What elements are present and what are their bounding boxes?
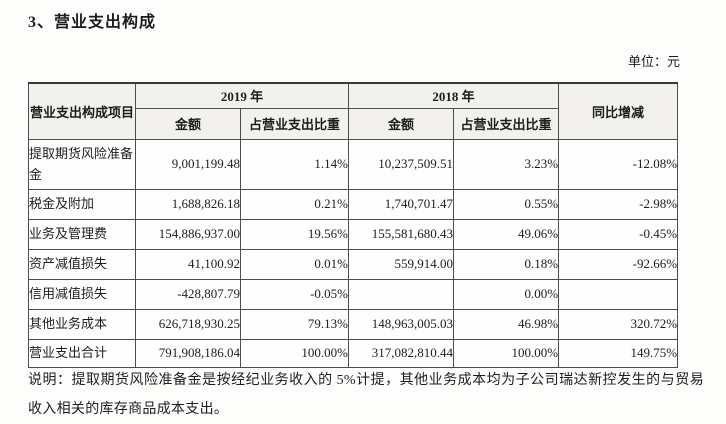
amount-2019-cell: 41,100.92 [135,248,241,280]
amount-2018-cell: 10,237,509.51 [348,138,455,190]
col-header-year-2019: 2019 年 [134,82,350,109]
amount-2018-cell: 559,914.00 [348,248,455,280]
col-header-amount-2019: 金额 [135,107,241,140]
amount-2018-cell: 317,082,810.44 [348,338,455,368]
col-header-ratio-2018: 占营业支出比重 [453,107,560,140]
col-header-amount-2018: 金额 [348,107,455,140]
explanatory-note: 说明：提取期货风险准备金是按经纪业务收入的 5%计提，其他业务成本均为子公司瑞达… [28,373,704,417]
amount-2019-cell: 791,908,186.04 [135,338,241,368]
ratio-2019-cell: -0.05% [239,278,350,310]
ratio-2019-cell: 19.56% [239,218,350,250]
yoy-cell: 320.72% [558,308,679,340]
col-header-item: 营业支出构成项目 [28,82,136,140]
header-row-metrics: 金额 占营业支出比重 金额 占营业支出比重 [29,107,678,140]
row-label: 信用减值损失 [28,278,136,310]
row-label: 营业支出合计 [28,338,136,368]
table-row: 信用减值损失 -428,807.79 -0.05% 0.00% [28,278,679,310]
ratio-2018-cell: 0.00% [453,278,560,310]
table-row: 业务及管理费 154,886,937.00 19.56% 155,581,680… [28,218,679,250]
ratio-2018-cell: 0.55% [453,188,560,220]
col-header-yoy: 同比增减 [558,82,679,140]
ratio-2019-cell: 0.01% [239,248,350,280]
amount-2018-cell: 1,740,701.47 [348,188,455,220]
amount-2019-cell: -428,807.79 [135,278,241,310]
amount-2018-cell [348,278,455,310]
yoy-cell: 149.75% [558,338,679,368]
yoy-cell: -92.66% [558,248,679,280]
ratio-2018-cell: 46.98% [453,308,560,340]
row-label: 提取期货风险准备金 [28,138,136,190]
unit-label: 单位：元 [627,54,680,69]
ratio-2018-cell: 49.06% [453,218,560,250]
ratio-2019-cell: 100.00% [239,338,350,368]
amount-2018-cell: 155,581,680.43 [348,218,455,250]
yoy-cell: -0.45% [558,218,679,250]
expense-composition-table: 营业支出构成项目 2019 年 2018 年 同比增减 金额 占营业支出比重 金… [28,82,679,368]
amount-2018-cell: 148,963,005.03 [348,308,455,340]
header-row-years: 营业支出构成项目 2019 年 2018 年 同比增减 [28,82,679,140]
amount-2019-cell: 9,001,199.48 [135,138,241,190]
table-row: 其他业务成本 626,718,930.25 79.13% 148,963,005… [28,308,679,340]
ratio-2018-cell: 100.00% [453,338,560,368]
ratio-2019-cell: 0.21% [239,188,350,220]
yoy-cell [558,278,679,310]
section-title: 3、营业支出构成 [28,14,157,31]
amount-2019-cell: 1,688,826.18 [135,188,241,220]
table-row: 税金及附加 1,688,826.18 0.21% 1,740,701.47 0.… [28,188,679,220]
col-header-ratio-2019: 占营业支出比重 [239,107,350,140]
yoy-cell: -12.08% [558,138,679,190]
amount-2019-cell: 626,718,930.25 [135,308,241,340]
row-label: 资产减值损失 [28,248,136,280]
table-row: 资产减值损失 41,100.92 0.01% 559,914.00 0.18% … [28,248,679,280]
ratio-2019-cell: 1.14% [239,138,350,190]
table-row-total: 营业支出合计 791,908,186.04 100.00% 317,082,81… [28,338,679,368]
ratio-2019-cell: 79.13% [239,308,350,340]
ratio-2018-cell: 3.23% [453,138,560,190]
row-label: 业务及管理费 [28,218,136,250]
col-header-year-2018: 2018 年 [348,82,560,109]
table-row: 提取期货风险准备金 9,001,199.48 1.14% 10,237,509.… [28,138,679,190]
yoy-cell: -2.98% [558,188,679,220]
row-label: 税金及附加 [28,188,136,220]
row-label: 其他业务成本 [28,308,136,340]
ratio-2018-cell: 0.18% [453,248,560,280]
amount-2019-cell: 154,886,937.00 [135,218,241,250]
